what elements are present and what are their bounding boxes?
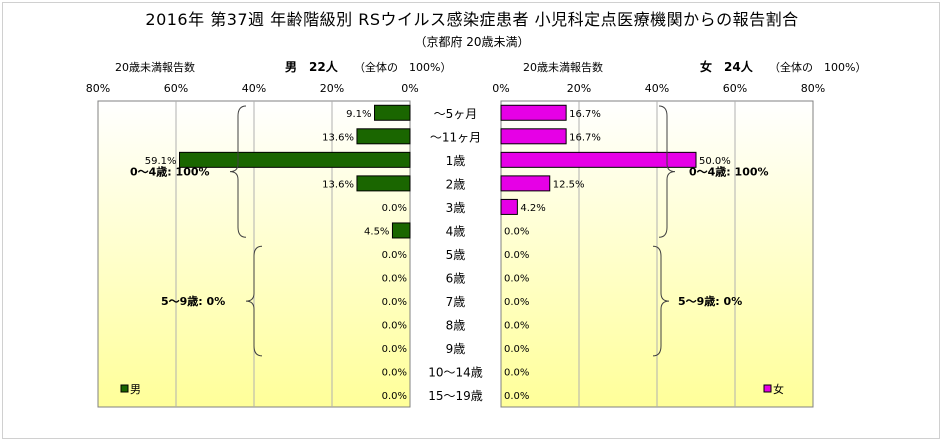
right-x-tick-label: 80% (801, 82, 825, 95)
male-data-label: 0.0% (382, 274, 407, 285)
age-category-label: 10～14歳 (428, 366, 483, 380)
female-data-label: 0.0% (504, 321, 529, 332)
male-data-label: 0.0% (382, 203, 407, 214)
female-data-label: 50.0% (699, 156, 731, 167)
legend-male-swatch (120, 384, 129, 393)
male-bar (356, 128, 411, 145)
male-data-label: 9.1% (346, 109, 371, 120)
age-category-label: 5歳 (446, 248, 466, 262)
male-data-label: 0.0% (382, 391, 407, 402)
female-header-total: 女 24人 (700, 60, 753, 74)
male-bar (374, 104, 411, 121)
female-data-label: 16.7% (569, 109, 601, 120)
male-data-label: 0.0% (382, 368, 407, 379)
male-bar (179, 151, 411, 168)
left-x-tick-label: 0% (401, 82, 418, 95)
male-data-label: 13.6% (322, 132, 354, 143)
female-data-label: 16.7% (569, 132, 601, 143)
left-x-tick-label: 40% (242, 82, 266, 95)
age-category-label: ～5ヶ月 (434, 107, 478, 121)
male-data-label: 0.0% (382, 297, 407, 308)
male-data-label: 0.0% (382, 250, 407, 261)
right-x-tick-label: 0% (492, 82, 509, 95)
age-category-label: 1歳 (446, 154, 466, 168)
age-category-label: 15～19歳 (428, 389, 483, 403)
female-bar (500, 198, 518, 215)
age-category-label: 2歳 (446, 177, 466, 191)
female-header-label: 20歳未満報告数 (523, 61, 603, 74)
chart-subtitle: （京都府 20歳未満） (414, 35, 530, 49)
age-category-label: 4歳 (446, 224, 466, 238)
male-bracket-5-9 (245, 245, 263, 357)
female-data-label: 0.0% (504, 274, 529, 285)
left-x-tick-label: 20% (320, 82, 344, 95)
female-data-label: 12.5% (553, 179, 585, 190)
male-group-label-5-9: 5～9歳: 0% (161, 294, 225, 308)
female-header-note: （全体の 100%） (769, 61, 867, 74)
legend-female-label: 女 (773, 382, 784, 396)
female-data-label: 0.0% (504, 344, 529, 355)
female-data-label: 4.2% (520, 203, 545, 214)
female-data-label: 0.0% (504, 391, 529, 402)
male-header-total: 男 22人 (285, 60, 338, 74)
male-data-label: 13.6% (322, 179, 354, 190)
male-bracket-0-4 (229, 105, 247, 238)
female-bar (500, 151, 697, 168)
female-data-label: 0.0% (504, 226, 529, 237)
left-x-tick-label: 60% (164, 82, 188, 95)
left-x-tick-label: 80% (86, 82, 110, 95)
male-data-label: 0.0% (382, 321, 407, 332)
male-data-label: 4.5% (364, 226, 389, 237)
right-x-tick-label: 40% (645, 82, 669, 95)
female-bracket-5-9 (652, 245, 670, 357)
female-bar (500, 104, 567, 121)
age-category-label: 7歳 (446, 295, 466, 309)
legend-male-label: 男 (130, 383, 141, 396)
female-data-label: 0.0% (504, 368, 529, 379)
right-x-tick-label: 60% (723, 82, 747, 95)
female-group-label-5-9: 5～9歳: 0% (678, 294, 742, 308)
female-bar (500, 175, 551, 192)
legend-female-swatch (763, 384, 772, 393)
male-group-label-0-4: 0～4歳: 100% (130, 165, 210, 179)
age-category-label: 8歳 (446, 319, 466, 333)
age-category-label: ～11ヶ月 (430, 130, 481, 144)
male-header-label: 20歳未満報告数 (115, 61, 195, 74)
age-category-label: 9歳 (446, 342, 466, 356)
age-category-label: 6歳 (446, 272, 466, 286)
right-x-tick-label: 20% (567, 82, 591, 95)
male-bar (391, 222, 411, 239)
chart-title: 2016年 第37週 年齢階級別 RSウイルス感染症患者 小児科定点医療機関から… (145, 10, 799, 29)
female-bracket-0-4 (658, 105, 676, 238)
female-data-label: 0.0% (504, 297, 529, 308)
male-bar (356, 175, 411, 192)
male-header-note: （全体の 100%） (354, 61, 452, 74)
female-group-label-0-4: 0～4歳: 100% (689, 165, 769, 179)
female-bar (500, 128, 567, 145)
male-data-label: 59.1% (145, 156, 177, 167)
female-data-label: 0.0% (504, 250, 529, 261)
age-category-label: 3歳 (446, 201, 466, 215)
male-data-label: 0.0% (382, 344, 407, 355)
